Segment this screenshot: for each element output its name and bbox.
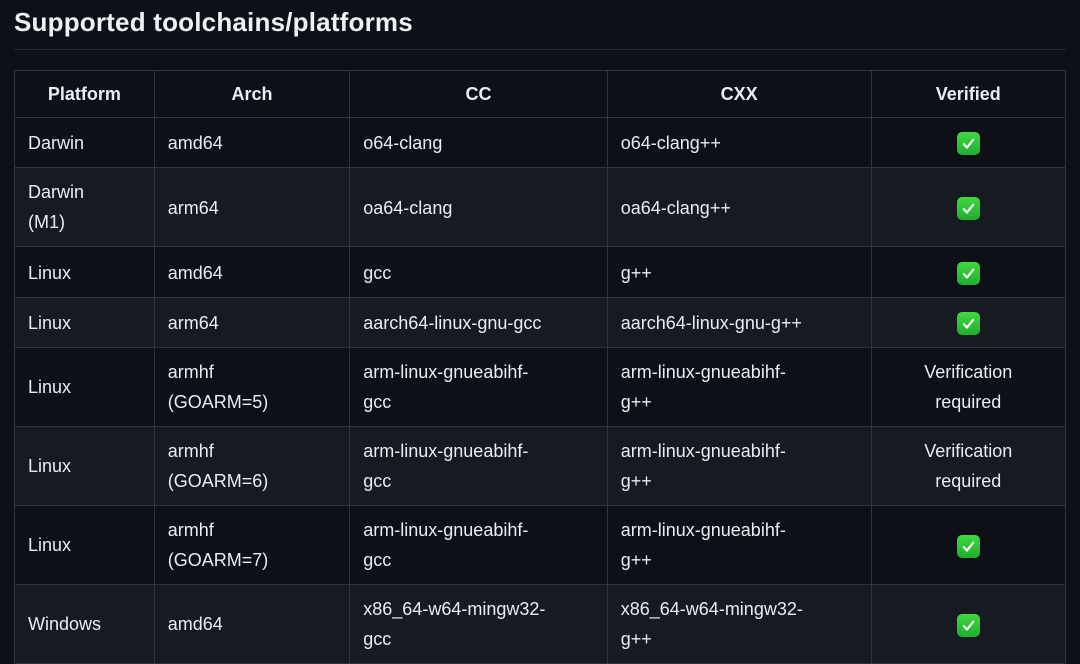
cell-cxx: g++ bbox=[606, 246, 872, 298]
cell-text: aarch64-linux-gnu-gcc bbox=[363, 312, 542, 333]
cell-text: Linux bbox=[28, 262, 72, 283]
cell-text: Linux bbox=[28, 312, 72, 333]
cell-verified bbox=[870, 504, 1067, 585]
cell-text: arm64 bbox=[167, 312, 219, 333]
cell-text: arm-linux-gnueabihf-g++ bbox=[620, 361, 786, 412]
cell-arch: armhf (GOARM=6) bbox=[153, 425, 351, 506]
cell-text: arm-linux-gnueabihf-gcc bbox=[363, 440, 529, 491]
column-header-cc: CC bbox=[349, 70, 608, 118]
table-row: Linux amd64 gcc g++ bbox=[14, 246, 1067, 298]
verification-required-text: Verification required bbox=[924, 440, 1013, 491]
cell-text: armhf (GOARM=7) bbox=[167, 519, 269, 570]
column-header-cxx: CXX bbox=[606, 70, 872, 118]
cell-text: arm-linux-gnueabihf-gcc bbox=[363, 519, 529, 570]
cell-platform: Linux bbox=[14, 504, 155, 585]
cell-cc: arm-linux-gnueabihf-gcc bbox=[349, 346, 608, 427]
page-title: Supported toolchains/platforms bbox=[14, 6, 1066, 50]
cell-verified bbox=[870, 246, 1067, 298]
verification-required-text: Verification required bbox=[924, 361, 1013, 412]
cell-arch: amd64 bbox=[153, 583, 351, 664]
cell-cc: x86_64-w64-mingw32-gcc bbox=[349, 583, 608, 664]
cell-text: Darwin bbox=[28, 133, 85, 154]
cell-cxx: aarch64-linux-gnu-g++ bbox=[606, 296, 872, 348]
verified-check-icon bbox=[956, 132, 980, 156]
table-row: Darwin amd64 o64-clang o64-clang++ bbox=[14, 116, 1067, 169]
cell-cxx: oa64-clang++ bbox=[606, 167, 872, 248]
cell-cc: oa64-clang bbox=[349, 167, 608, 248]
cell-arch: armhf (GOARM=7) bbox=[153, 504, 351, 585]
cell-arch: arm64 bbox=[153, 296, 351, 348]
column-header-arch: Arch bbox=[153, 70, 351, 118]
cell-platform: Linux bbox=[14, 425, 155, 506]
cell-arch: armhf (GOARM=5) bbox=[153, 346, 351, 427]
cell-text: armhf (GOARM=5) bbox=[167, 361, 269, 412]
table-row: Windows amd64 x86_64-w64-mingw32-gcc x86_64… bbox=[14, 583, 1067, 664]
cell-text: oa64-clang++ bbox=[620, 197, 731, 218]
cell-text: Windows bbox=[28, 614, 102, 635]
cell-text: arm-linux-gnueabihf-g++ bbox=[620, 519, 786, 570]
table-header: Platform Arch CC CXX Verified bbox=[14, 70, 1067, 118]
verified-check-icon bbox=[956, 261, 980, 285]
cell-platform: Linux bbox=[14, 346, 155, 427]
cell-text: Darwin (M1) bbox=[28, 182, 85, 233]
cell-text: amd64 bbox=[167, 614, 223, 635]
cell-cc: aarch64-linux-gnu-gcc bbox=[349, 296, 608, 348]
cell-cxx: arm-linux-gnueabihf-g++ bbox=[606, 425, 872, 506]
cell-arch: arm64 bbox=[153, 167, 351, 248]
cell-text: x86_64-w64-mingw32-gcc bbox=[363, 598, 546, 649]
cell-text: arm-linux-gnueabihf-g++ bbox=[620, 440, 786, 491]
cell-text: Linux bbox=[28, 535, 72, 556]
cell-text: x86_64-w64-mingw32-g++ bbox=[620, 598, 803, 649]
table-row: Linux armhf (GOARM=5) arm-linux-gnueabihf-… bbox=[14, 346, 1067, 427]
cell-verified: Verification required bbox=[870, 346, 1067, 427]
cell-platform: Darwin bbox=[14, 116, 155, 169]
cell-cc: gcc bbox=[349, 246, 608, 298]
cell-text: amd64 bbox=[167, 133, 223, 154]
cell-text: g++ bbox=[620, 262, 652, 283]
verified-check-icon bbox=[956, 613, 980, 637]
cell-cxx: x86_64-w64-mingw32-g++ bbox=[606, 583, 872, 664]
cell-text: oa64-clang bbox=[363, 197, 453, 218]
cell-arch: amd64 bbox=[153, 246, 351, 298]
cell-platform: Linux bbox=[14, 246, 155, 298]
table-body: Darwin amd64 o64-clang o64-clang++ Darwin (M… bbox=[14, 116, 1067, 664]
table-row: Linux arm64 aarch64-linux-gnu-gcc aarch64-l… bbox=[14, 296, 1067, 348]
cell-cxx: arm-linux-gnueabihf-g++ bbox=[606, 504, 872, 585]
cell-verified: Verification required bbox=[870, 425, 1067, 506]
toolchains-table: Platform Arch CC CXX Verified Darwin amd6… bbox=[14, 70, 1067, 664]
header-row: Platform Arch CC CXX Verified bbox=[14, 70, 1067, 118]
cell-cxx: arm-linux-gnueabihf-g++ bbox=[606, 346, 872, 427]
cell-text: Linux bbox=[28, 377, 72, 398]
cell-verified bbox=[870, 583, 1067, 664]
column-header-platform: Platform bbox=[14, 70, 155, 118]
cell-text: o64-clang bbox=[363, 133, 443, 154]
cell-text: armhf (GOARM=6) bbox=[167, 440, 269, 491]
cell-platform: Linux bbox=[14, 296, 155, 348]
column-header-verified: Verified bbox=[870, 70, 1067, 118]
cell-verified bbox=[870, 116, 1067, 169]
cell-verified bbox=[870, 296, 1067, 348]
cell-text: arm-linux-gnueabihf-gcc bbox=[363, 361, 529, 412]
table-row: Linux armhf (GOARM=7) arm-linux-gnueabihf-… bbox=[14, 504, 1067, 585]
cell-cxx: o64-clang++ bbox=[606, 116, 872, 169]
cell-text: Linux bbox=[28, 456, 72, 477]
cell-cc: arm-linux-gnueabihf-gcc bbox=[349, 425, 608, 506]
cell-text: amd64 bbox=[167, 262, 223, 283]
cell-arch: amd64 bbox=[153, 116, 351, 169]
cell-platform: Windows bbox=[14, 583, 155, 664]
verified-check-icon bbox=[956, 311, 980, 335]
cell-cc: o64-clang bbox=[349, 116, 608, 169]
cell-text: gcc bbox=[363, 262, 392, 283]
cell-text: o64-clang++ bbox=[620, 133, 721, 154]
cell-text: arm64 bbox=[167, 197, 219, 218]
cell-cc: arm-linux-gnueabihf-gcc bbox=[349, 504, 608, 585]
cell-text: aarch64-linux-gnu-g++ bbox=[620, 312, 802, 333]
table-row: Linux armhf (GOARM=6) arm-linux-gnueabihf-… bbox=[14, 425, 1067, 506]
verified-check-icon bbox=[956, 534, 980, 558]
table-row: Darwin (M1) arm64 oa64-clang oa64-clang++ bbox=[14, 167, 1067, 248]
cell-verified bbox=[870, 167, 1067, 248]
verified-check-icon bbox=[956, 197, 980, 220]
cell-platform: Darwin (M1) bbox=[14, 167, 155, 248]
